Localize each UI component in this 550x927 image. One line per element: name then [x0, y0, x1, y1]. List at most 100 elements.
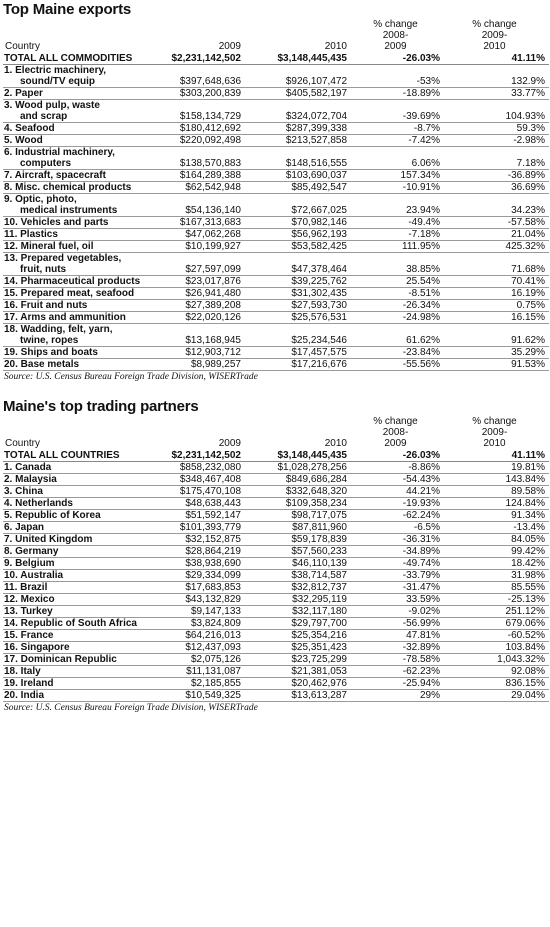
partners-row-change-2008-2009: -33.79%: [351, 569, 444, 582]
exports-row-name: 10. Vehicles and parts: [3, 216, 151, 229]
exports-total-2009: $2,231,142,502: [151, 53, 245, 65]
partners-row-value-2009: $38,938,690: [151, 557, 245, 570]
row-name-continuation: fruit, nuts: [20, 264, 67, 275]
partners-source: Source: U.S. Census Bureau Foreign Trade…: [4, 703, 258, 713]
row-name-line: 20. India: [4, 690, 45, 701]
exports-row-change-2009-2010: 104.93%: [444, 99, 549, 123]
partners-row-change-2009-2010: -13.4%: [444, 521, 549, 534]
partners-total-label: TOTAL ALL COUNTRIES: [3, 450, 151, 462]
partners-table-row: 18. Italy $11,131,087 $21,381,053 -62.23% 92…: [3, 665, 549, 678]
partners-row-name: 19. Ireland: [3, 677, 151, 690]
exports-row-change-2009-2010: 71.68%: [444, 252, 549, 276]
partners-row-change-2009-2010: 91.34%: [444, 509, 549, 522]
exports-row-change-2009-2010: 91.53%: [444, 358, 549, 371]
partners-row-value-2009: $175,470,108: [151, 485, 245, 498]
exports-row-change-2008-2009: -18.89%: [351, 87, 444, 100]
partners-header-change-2009-2010: % change 2009- 2010: [444, 416, 549, 450]
row-name-line: 1. Canada: [4, 462, 52, 473]
exports-table-row: 5. Wood $220,092,498 $213,527,858 -7.42% -2.…: [3, 134, 549, 147]
partners-row-value-2009: $43,132,829: [151, 593, 245, 606]
partners-table-row: 20. India $10,549,325 $13,613,287 29% 29.04%: [3, 689, 549, 702]
exports-row-name: 11. Plastics: [3, 228, 151, 241]
exports-row-value-2009: $303,200,839: [151, 87, 245, 100]
partners-table-row: 7. United Kingdom $32,152,875 $59,178,839-…: [3, 533, 549, 546]
exports-row-value-2009: $10,199,927: [151, 240, 245, 253]
partners-header-country: Country: [5, 438, 41, 449]
partners-table-row: 19. Ireland $2,185,855 $20,462,976 -25.94% 8…: [3, 677, 549, 690]
partners-row-name: 11. Brazil: [3, 581, 151, 594]
partners-row-change-2008-2009: 33.59%: [351, 593, 444, 606]
partners-row-change-2009-2010: 29.04%: [444, 689, 549, 702]
exports-table-row: 20. Base metals $8,989,257 $17,216,676 -55.…: [3, 358, 549, 371]
partners-section: Maine's top trading partners Country 200…: [3, 397, 549, 714]
partners-row-change-2009-2010: 251.12%: [444, 605, 549, 618]
partners-row-change-2009-2010: 18.42%: [444, 557, 549, 570]
exports-row-change-2009-2010: -57.58%: [444, 216, 549, 229]
partners-row-change-2008-2009: -62.24%: [351, 509, 444, 522]
exports-row-name: 8. Misc. chemical products: [3, 181, 151, 194]
header-line: % change: [472, 416, 517, 427]
exports-row-value-2010: $213,527,858: [245, 134, 351, 147]
row-name-continuation: twine, ropes: [20, 335, 79, 346]
partners-row-change-2008-2009: -62.23%: [351, 665, 444, 678]
exports-row-value-2010: $85,492,547: [245, 181, 351, 194]
exports-row-value-2010: $39,225,762: [245, 275, 351, 288]
exports-row-name: 2. Paper: [3, 87, 151, 100]
partners-table-row: 16. Singapore $12,437,093 $25,351,423 -32.8…: [3, 641, 549, 654]
partners-header-2010: 2010: [324, 438, 347, 449]
exports-table-row: 12. Mineral fuel, oil $10,199,927 $53,582,…: [3, 240, 549, 253]
row-name-line: 11. Plastics: [4, 229, 58, 240]
partners-row-value-2010: $57,560,233: [245, 545, 351, 558]
exports-header-change-2009-2010: % change 2009- 2010: [444, 19, 549, 53]
row-name-line: 18. Italy: [4, 666, 41, 677]
row-name-line: 20. Base metals: [4, 359, 80, 370]
partners-table-row: 6. Japan $101,393,779 $87,811,960 -6.5% -13.…: [3, 521, 549, 534]
row-name-line: 8. Germany: [4, 546, 59, 557]
header-line: 2010: [483, 438, 506, 449]
exports-table-row: 3. Wood pulp, waste and scrap $158,134,729…: [3, 99, 549, 123]
partners-row-change-2009-2010: 143.84%: [444, 473, 549, 486]
exports-row-change-2008-2009: -55.56%: [351, 358, 444, 371]
exports-table-row: 15. Prepared meat, seafood $26,941,480 $31…: [3, 287, 549, 300]
partners-table-row: 15. France $64,216,013 $25,354,216 47.81% -6…: [3, 629, 549, 642]
row-name-line: 13. Turkey: [4, 606, 53, 617]
exports-row-change-2008-2009: 6.06%: [351, 146, 444, 170]
exports-row-name: 6. Industrial machinery, computers: [3, 146, 151, 170]
exports-row-value-2009: $220,092,498: [151, 134, 245, 147]
row-name-line: 12. Mineral fuel, oil: [4, 241, 94, 252]
row-name-line: 3. Wood pulp, waste: [4, 100, 100, 111]
row-name-line: 14. Republic of South Africa: [4, 618, 137, 629]
partners-row-value-2010: $32,812,737: [245, 581, 351, 594]
partners-header-change-2008-2009: % change 2008- 2009: [351, 416, 444, 450]
exports-row-change-2009-2010: 33.77%: [444, 87, 549, 100]
exports-row-value-2010: $72,667,025: [245, 193, 351, 217]
partners-table-row: 1. Canada $858,232,080 $1,028,278,256 -8.86…: [3, 461, 549, 474]
exports-row-name: 16. Fruit and nuts: [3, 299, 151, 312]
partners-row-name: 14. Republic of South Africa: [3, 617, 151, 630]
exports-title: Top Maine exports: [3, 1, 132, 18]
exports-row-name: 1. Electric machinery, sound/TV equip: [3, 64, 151, 88]
partners-row-name: 16. Singapore: [3, 641, 151, 654]
partners-table: Country 2009 2010 % change 2008- 2009 % ch…: [3, 416, 549, 702]
partners-row-name: 8. Germany: [3, 545, 151, 558]
partners-row-change-2008-2009: -32.89%: [351, 641, 444, 654]
row-name-line: 1. Electric machinery,: [4, 65, 107, 76]
exports-row-value-2009: $167,313,683: [151, 216, 245, 229]
partners-row-change-2009-2010: 84.05%: [444, 533, 549, 546]
exports-table-row: 1. Electric machinery, sound/TV equip $397…: [3, 64, 549, 88]
partners-row-change-2008-2009: -78.58%: [351, 653, 444, 666]
partners-table-row: 9. Belgium $38,938,690 $46,110,139 -49.74% 1…: [3, 557, 549, 570]
partners-total-change-2010: 41.11%: [444, 450, 549, 462]
exports-row-value-2009: $164,289,388: [151, 169, 245, 182]
partners-row-name: 2. Malaysia: [3, 473, 151, 486]
partners-row-value-2010: $13,613,287: [245, 689, 351, 702]
exports-row-value-2009: $23,017,876: [151, 275, 245, 288]
partners-total-row: TOTAL ALL COUNTRIES $2,231,142,502 $3,14…: [3, 450, 549, 462]
partners-row-value-2009: $51,592,147: [151, 509, 245, 522]
row-name-line: 13. Prepared vegetables,: [4, 253, 122, 264]
exports-row-change-2008-2009: 23.94%: [351, 193, 444, 217]
exports-row-value-2010: $47,378,464: [245, 252, 351, 276]
exports-table-row: 4. Seafood $180,412,692 $287,399,338 -8.7% 5…: [3, 122, 549, 135]
exports-row-change-2008-2009: -10.91%: [351, 181, 444, 194]
partners-header-2009: 2009: [218, 438, 241, 449]
